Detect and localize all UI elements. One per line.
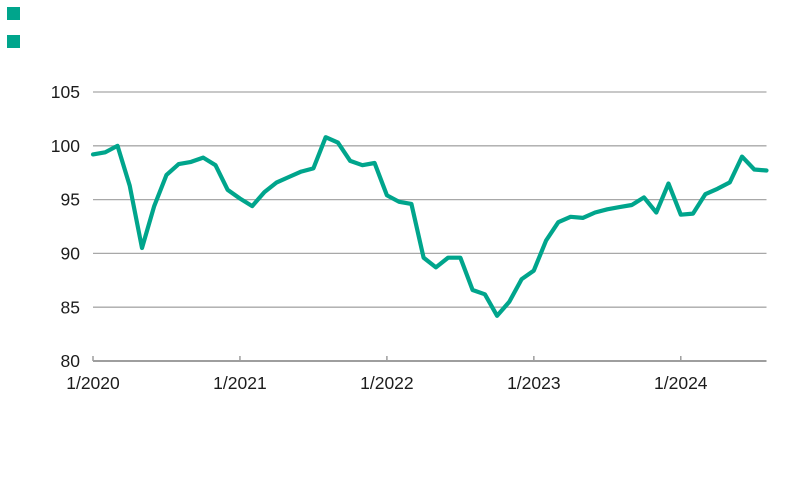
y-tick-label: 80 [61,351,81,371]
x-tick-label: 1/2020 [66,373,120,393]
brand-square-icon [7,7,20,20]
y-tick-label: 85 [61,297,80,317]
y-tick-label: 90 [61,244,81,264]
y-tick-label: 100 [51,136,80,156]
x-tick-label: 1/2023 [507,373,561,393]
x-tick-label: 1/2022 [360,373,414,393]
y-tick-label: 105 [51,82,80,102]
x-tick-label: 1/2021 [213,373,267,393]
brand-square-icon [7,35,20,48]
x-tick-label: 1/2024 [654,373,708,393]
data-series-line [90,135,769,318]
y-tick-label: 95 [61,190,80,210]
